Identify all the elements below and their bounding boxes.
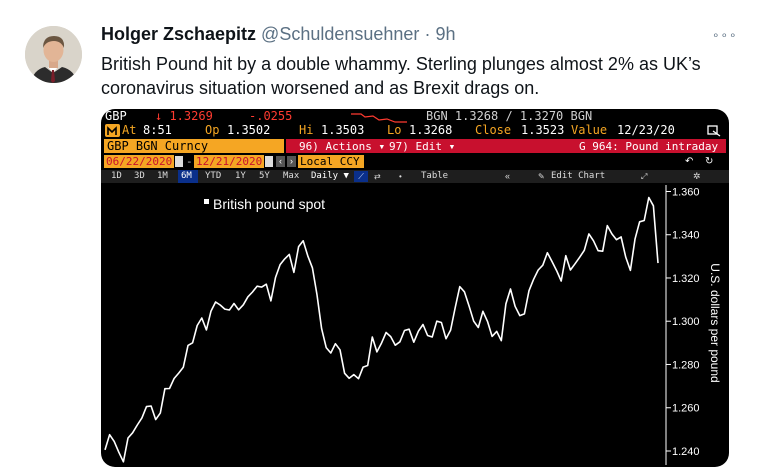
- chart-type-icon[interactable]: ⇄: [374, 172, 381, 181]
- avatar[interactable]: [25, 26, 82, 83]
- y-tick-label: 1.240: [672, 446, 700, 458]
- bloomberg-logo-icon: [105, 124, 120, 137]
- settings-gear-icon[interactable]: ✲: [693, 171, 701, 181]
- prev-period-icon[interactable]: ‹: [276, 156, 285, 167]
- undo-icon[interactable]: ↶: [685, 156, 694, 167]
- period-5y[interactable]: 5Y: [259, 171, 270, 181]
- edit-chart-button[interactable]: Edit Chart: [551, 171, 606, 181]
- tweet-timestamp[interactable]: 9h: [435, 24, 456, 44]
- value-label: Value: [571, 123, 608, 137]
- last-price: ↓ 1.3269: [155, 109, 213, 123]
- y-axis-label: U.S. dollars per pound: [708, 263, 722, 382]
- edit-chart-icon[interactable]: ✎: [538, 172, 545, 181]
- period-max[interactable]: Max: [283, 171, 300, 181]
- collapse-icon[interactable]: «: [505, 171, 511, 181]
- y-tick-label: 1.320: [672, 273, 700, 285]
- frequency-select[interactable]: Daily ▼: [311, 171, 349, 181]
- next-period-icon[interactable]: ›: [287, 156, 296, 167]
- time-value: 8:51: [143, 123, 172, 137]
- zoom-icon[interactable]: ⤢: [641, 172, 648, 181]
- sparkline-icon: [351, 113, 407, 123]
- actions-menu-button[interactable]: 96) Actions ▾: [299, 140, 386, 153]
- author-handle[interactable]: @Schuldensuehner: [261, 24, 420, 44]
- price-change: -.0255: [249, 109, 293, 123]
- period-toolbar: [101, 170, 729, 183]
- date-to-field[interactable]: [194, 155, 264, 168]
- date-to: 12/21/2020: [196, 155, 263, 168]
- tweet-text-line: British Pound hit by a double whammy. St…: [101, 54, 701, 74]
- legend-swatch: [204, 199, 209, 204]
- open-value: 1.3502: [227, 123, 271, 137]
- period-6m[interactable]: 6M: [181, 171, 192, 181]
- edit-menu-button[interactable]: 97) Edit ▾: [389, 140, 456, 153]
- action-bar: [286, 139, 726, 153]
- y-axis-ticks: 1.360 1.340 1.320 1.300 1.280 1.260 1.240: [666, 186, 700, 458]
- time-label: At: [122, 123, 137, 137]
- currency-value: Local CCY: [300, 155, 360, 168]
- period-6m-active-bg: [178, 170, 198, 183]
- security-name: GBP BGN Curncy: [107, 139, 209, 153]
- menu-dot-icon[interactable]: •: [399, 172, 402, 181]
- period-1m[interactable]: 1M: [157, 171, 168, 181]
- line-chart-icon[interactable]: ⟋: [354, 171, 368, 182]
- open-label: Op: [205, 123, 220, 137]
- date-from: 06/22/2020: [106, 155, 173, 168]
- y-tick-label: 1.360: [672, 186, 700, 198]
- y-tick-label: 1.260: [672, 403, 700, 415]
- page-title: G 964: Pound intraday: [579, 140, 719, 153]
- period-3d[interactable]: 3D: [134, 171, 145, 181]
- low-value: 1.3268: [409, 123, 453, 137]
- bid-ask-quote: BGN 1.3268 / 1.3270 BGN: [426, 109, 593, 123]
- currency-select[interactable]: [298, 155, 364, 168]
- series-line: [104, 196, 659, 463]
- bloomberg-chart-image[interactable]: GBP ↓ 1.3269 -.0255 BGN 1.3268 / 1.3270 …: [101, 109, 729, 467]
- value-date: 12/23/20: [617, 123, 675, 137]
- period-1y[interactable]: 1Y: [235, 171, 246, 181]
- author-name[interactable]: Holger Zschaepitz: [101, 24, 257, 44]
- y-tick-label: 1.300: [672, 316, 700, 328]
- calendar-icon[interactable]: [265, 156, 273, 167]
- y-tick-label: 1.340: [672, 230, 700, 242]
- high-value: 1.3503: [321, 123, 365, 137]
- legend-box: [197, 192, 349, 216]
- price-chart: 1.360 1.340 1.320 1.300 1.280 1.260 1.240 Brit…: [104, 185, 722, 465]
- refresh-icon[interactable]: ↻: [705, 156, 714, 167]
- tweet-header: Holger Zschaepitz @Schuldensuehner · 9h: [101, 24, 456, 45]
- more-options-icon[interactable]: ∘∘∘: [712, 28, 738, 42]
- tweet-text: British Pound hit by a double whammy. St…: [101, 52, 741, 100]
- calendar-icon[interactable]: [175, 156, 183, 167]
- y-tick-label: 1.280: [672, 359, 700, 371]
- tweet-text-line: coronavirus situation worsened and as Br…: [101, 78, 540, 98]
- period-ytd[interactable]: YTD: [205, 171, 222, 181]
- security-field[interactable]: [104, 139, 284, 153]
- ticker-symbol: GBP: [105, 109, 127, 123]
- table-button[interactable]: Table: [421, 171, 449, 181]
- low-label: Lo: [387, 123, 402, 137]
- close-value: 1.3523: [521, 123, 565, 137]
- export-icon[interactable]: [707, 125, 721, 137]
- date-dash: -: [186, 155, 193, 168]
- period-1d[interactable]: 1D: [111, 171, 122, 181]
- high-label: Hi: [299, 123, 314, 137]
- separator-dot: ·: [424, 24, 431, 44]
- legend-label: British pound spot: [213, 196, 325, 212]
- date-from-field[interactable]: [104, 155, 174, 168]
- close-label: Close: [475, 123, 512, 137]
